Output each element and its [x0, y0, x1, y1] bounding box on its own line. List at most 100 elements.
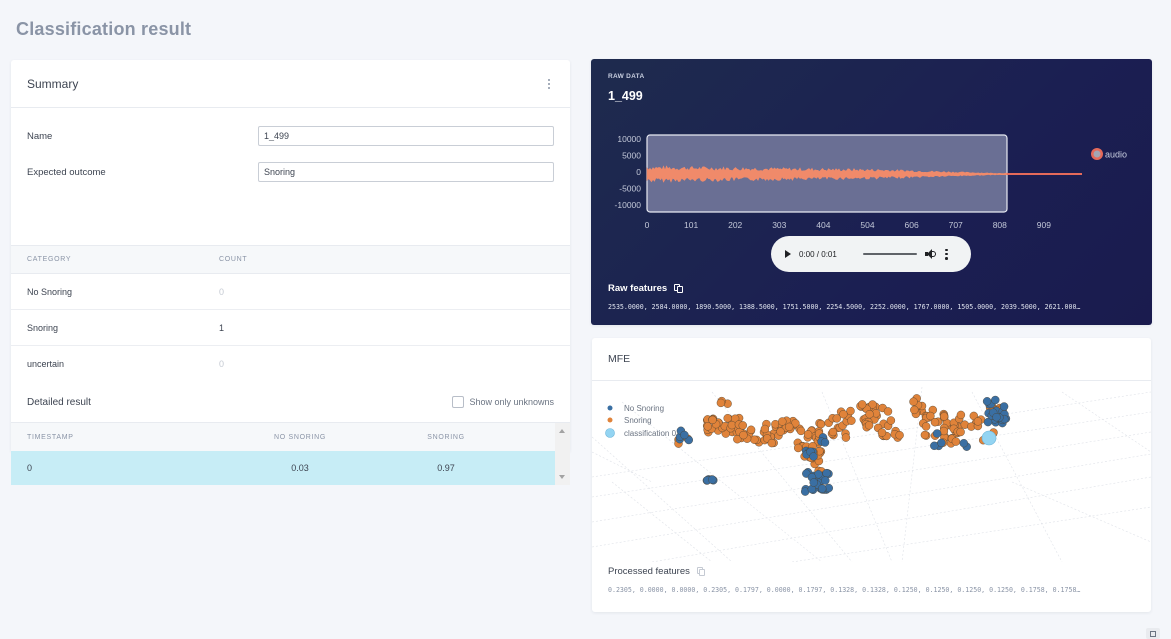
snoring-point[interactable]	[909, 397, 918, 406]
more-options-icon[interactable]	[945, 248, 948, 260]
snoring-point[interactable]	[839, 410, 848, 419]
snoring-point[interactable]	[750, 435, 759, 444]
snoring-point[interactable]	[832, 414, 842, 423]
waveform-chart[interactable]: 10000 5000 0 -5000 -10000 0 101 202 303 404 504 60…	[591, 129, 1152, 234]
snoring-point[interactable]	[778, 417, 787, 426]
snoring-point[interactable]	[816, 419, 826, 429]
snoring-point[interactable]	[926, 411, 935, 421]
no-snoring-point[interactable]	[983, 417, 993, 427]
raw-features-values: 2535.0000, 2584.0000, 1890.5000, 1388.50…	[608, 303, 1081, 311]
snoring-point[interactable]	[951, 437, 961, 446]
snoring-point[interactable]	[738, 421, 748, 430]
show-only-unknowns-checkbox[interactable]	[452, 396, 465, 408]
page-title: Classification result	[16, 19, 192, 39]
grid-line	[592, 453, 1151, 548]
y-tick-label: -5000	[619, 184, 641, 194]
no-snoring-cell: 0.03	[291, 463, 309, 473]
no-snoring-point[interactable]	[999, 402, 1009, 411]
x-tick-label: 606	[905, 220, 919, 230]
snoring-point[interactable]	[708, 415, 717, 425]
table-row[interactable]: 0 0.03 0.97	[11, 451, 555, 485]
snoring-point[interactable]	[716, 398, 726, 408]
mfe-scatter-3d[interactable]: No Snoring Snoring classification 0	[592, 382, 1151, 562]
snoring-point[interactable]	[921, 422, 931, 431]
no-snoring-point[interactable]	[809, 452, 818, 461]
snoring-point[interactable]	[846, 406, 855, 416]
volume-icon[interactable]	[925, 249, 937, 259]
no-snoring-point[interactable]	[932, 429, 942, 438]
snoring-point[interactable]	[841, 433, 851, 442]
x-tick-label: 303	[772, 220, 786, 230]
classification-legend-label: classification 0	[624, 429, 677, 438]
snoring-point[interactable]	[864, 421, 874, 430]
snoring-point[interactable]	[930, 418, 940, 427]
no-snoring-point[interactable]	[820, 438, 830, 447]
detailed-result-header: Detailed result Show only unknowns	[11, 382, 570, 422]
table-scrollbar[interactable]	[555, 423, 570, 485]
snoring-point[interactable]	[793, 443, 803, 453]
snoring-point[interactable]	[886, 416, 896, 425]
snoring-point[interactable]	[796, 426, 806, 436]
no-snoring-point[interactable]	[817, 484, 827, 493]
no-snoring-point[interactable]	[822, 468, 831, 478]
classification-point[interactable]	[981, 430, 997, 446]
snoring-point[interactable]	[956, 427, 965, 437]
no-snoring-point[interactable]	[809, 478, 818, 487]
legend-classification[interactable]: classification 0	[605, 428, 677, 439]
snoring-point[interactable]	[868, 400, 877, 409]
grid-line	[821, 391, 893, 562]
snoring-point[interactable]	[760, 424, 770, 434]
legend-snoring[interactable]: Snoring	[607, 416, 652, 425]
name-field[interactable]	[258, 126, 554, 146]
snoring-point[interactable]	[803, 430, 813, 439]
snoring-point[interactable]	[956, 410, 966, 420]
snoring-point[interactable]	[910, 405, 919, 415]
no-snoring-point[interactable]	[982, 397, 992, 406]
no-snoring-point[interactable]	[992, 413, 1001, 422]
no-snoring-point[interactable]	[930, 441, 939, 450]
no-snoring-point[interactable]	[937, 438, 946, 448]
table-row: No Snoring 0	[11, 274, 570, 310]
legend-no-snoring[interactable]: No Snoring	[607, 404, 665, 413]
detailed-table-header: TIMESTAMP NO SNORING SNORING	[11, 423, 555, 451]
expected-outcome-field[interactable]	[258, 162, 554, 182]
snoring-point[interactable]	[784, 422, 794, 432]
snoring-point[interactable]	[767, 438, 777, 448]
expand-button[interactable]	[1146, 628, 1160, 639]
legend-audio[interactable]: audio	[1091, 148, 1127, 160]
snoring-point[interactable]	[847, 416, 856, 425]
snoring-point[interactable]	[883, 407, 893, 416]
snoring-point[interactable]	[727, 420, 737, 430]
show-only-unknowns-toggle[interactable]: Show only unknowns	[452, 396, 554, 408]
kebab-icon[interactable]	[544, 78, 554, 90]
timestamp-column-header: TIMESTAMP	[27, 433, 74, 441]
snoring-point[interactable]	[739, 430, 748, 440]
snoring-point[interactable]	[723, 414, 732, 423]
no-snoring-point[interactable]	[708, 475, 717, 484]
audio-player: 0:00 / 0:01	[771, 236, 971, 272]
snoring-point[interactable]	[858, 400, 867, 409]
no-snoring-point[interactable]	[959, 439, 968, 448]
snoring-point[interactable]	[973, 417, 983, 426]
no-snoring-point[interactable]	[680, 430, 689, 440]
copy-icon[interactable]	[674, 283, 683, 294]
snoring-point[interactable]	[939, 412, 949, 421]
scroll-up-icon[interactable]	[559, 429, 565, 433]
snoring-point[interactable]	[877, 428, 887, 437]
scroll-down-icon[interactable]	[559, 475, 565, 479]
copy-icon[interactable]	[696, 566, 706, 577]
snoring-point[interactable]	[895, 431, 904, 440]
raw-data-label: RAW DATA	[608, 73, 645, 80]
snoring-point[interactable]	[746, 425, 756, 434]
grid-line	[971, 391, 1063, 562]
snoring-point[interactable]	[776, 427, 785, 436]
snoring-point[interactable]	[703, 422, 713, 431]
snoring-point[interactable]	[865, 410, 874, 419]
play-icon[interactable]	[785, 250, 791, 258]
snoring-point[interactable]	[828, 427, 838, 437]
no-snoring-point[interactable]	[821, 476, 830, 485]
snoring-point[interactable]	[920, 430, 930, 440]
no-snoring-point[interactable]	[991, 395, 1000, 405]
audio-progress-slider[interactable]	[863, 253, 917, 255]
snoring-point[interactable]	[791, 419, 800, 428]
